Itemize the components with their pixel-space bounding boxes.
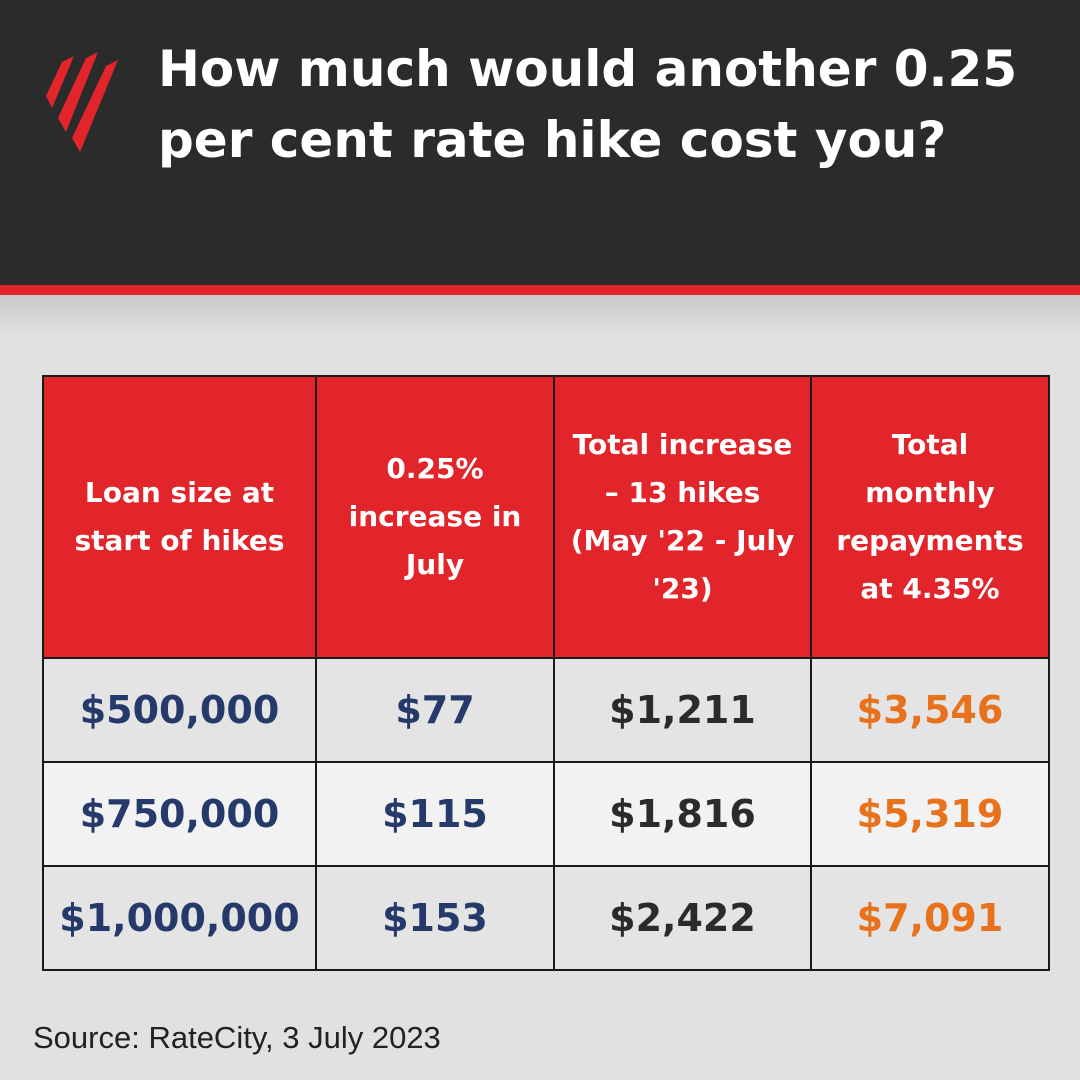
table-cell: $3,546 bbox=[810, 657, 1050, 763]
table-body: $500,000 $77 $1,211 $3,546 $750,000 $115 $1,81… bbox=[42, 657, 1050, 971]
table-cell: $500,000 bbox=[42, 657, 317, 763]
column-header: Loan size at start of hikes bbox=[42, 375, 317, 659]
header-band bbox=[0, 0, 1080, 285]
red-bar bbox=[0, 285, 1080, 295]
table-row: $750,000 $115 $1,816 $5,319 bbox=[42, 761, 1050, 867]
data-table: Loan size at start of hikes 0.25% increa… bbox=[42, 375, 1050, 971]
column-header: Total increase – 13 hikes (May '22 - Jul… bbox=[553, 375, 812, 659]
table-cell: $750,000 bbox=[42, 761, 317, 867]
table-cell: $77 bbox=[315, 657, 555, 763]
table-cell: $5,319 bbox=[810, 761, 1050, 867]
header-row: Loan size at start of hikes 0.25% increa… bbox=[42, 375, 1050, 659]
table-row: $500,000 $77 $1,211 $3,546 bbox=[42, 657, 1050, 763]
title: How much would another 0.25 per cent rat… bbox=[158, 40, 1018, 169]
table-cell: $153 bbox=[315, 865, 555, 971]
source-note: Source: RateCity, 3 July 2023 bbox=[33, 1020, 441, 1055]
table-cell: $115 bbox=[315, 761, 555, 867]
shadow bbox=[0, 295, 1080, 335]
table-cell: $1,211 bbox=[553, 657, 812, 763]
column-header: Total monthly repayments at 4.35% bbox=[810, 375, 1050, 659]
table-cell: $1,816 bbox=[553, 761, 812, 867]
table-cell: $2,422 bbox=[553, 865, 812, 971]
logo bbox=[46, 52, 118, 152]
column-header: 0.25% increase in July bbox=[315, 375, 555, 659]
table-cell: $7,091 bbox=[810, 865, 1050, 971]
table-cell: $1,000,000 bbox=[42, 865, 317, 971]
table-row: $1,000,000 $153 $2,422 $7,091 bbox=[42, 865, 1050, 971]
